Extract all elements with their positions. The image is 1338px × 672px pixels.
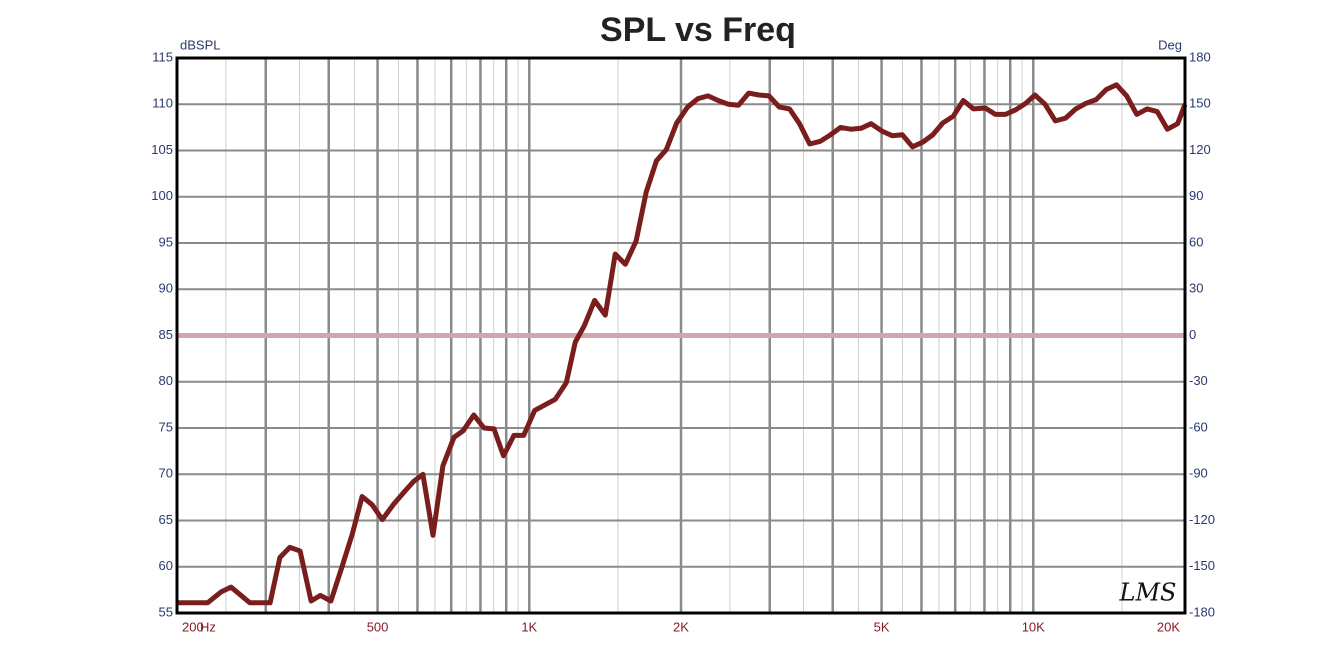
y-tick-label: 75: [159, 419, 173, 434]
y-axis-label: dBSPL: [180, 37, 220, 52]
plot-frame: [175, 56, 1187, 615]
y2-tick-label: 150: [1189, 96, 1211, 111]
y2-tick-label: -60: [1189, 419, 1208, 434]
y2-tick-label: -120: [1189, 512, 1215, 527]
y-tick-label: 55: [159, 604, 173, 619]
x-tick-label: 5K: [874, 619, 890, 634]
y-tick-label: 105: [151, 142, 173, 157]
y2-tick-label: -30: [1189, 373, 1208, 388]
y-tick-label: 70: [159, 466, 173, 481]
y-tick-label: 110: [152, 96, 173, 111]
x-tick-label: 2K: [673, 619, 689, 634]
y2-tick-label: 180: [1189, 49, 1211, 64]
y2-tick-label: 120: [1189, 142, 1211, 157]
y-tick-label: 90: [159, 281, 173, 296]
y-tick-label: 95: [159, 234, 173, 249]
y2-tick-label: 90: [1189, 188, 1203, 203]
x-tick-label: 20K: [1157, 619, 1180, 634]
y-tick-label: 85: [159, 327, 173, 342]
chart-title: SPL vs Freq: [600, 11, 796, 49]
y-tick-label: 60: [159, 558, 173, 573]
y-tick-label: 65: [159, 512, 173, 527]
y2-tick-label: -90: [1189, 466, 1208, 481]
y2-axis-label: Deg: [1158, 37, 1182, 52]
y-tick-label: 100: [151, 188, 173, 203]
y-tick-label: 115: [152, 49, 173, 64]
y2-tick-label: 60: [1189, 234, 1203, 249]
x-tick-label: 500: [367, 619, 389, 634]
spl-line: [177, 82, 1188, 606]
y-tick-label: 80: [159, 373, 173, 388]
x-tick-label: 10K: [1022, 619, 1045, 634]
y2-tick-label: -180: [1189, 604, 1215, 619]
x-tick-label: 200: [182, 619, 204, 634]
logo: LMS: [1119, 579, 1177, 607]
x-tick-label: 1K: [521, 619, 537, 634]
y2-tick-label: 0: [1189, 327, 1196, 342]
y2-tick-label: -150: [1189, 558, 1215, 573]
y2-tick-label: 30: [1189, 281, 1203, 296]
x-axis-label: Hz: [200, 619, 216, 634]
